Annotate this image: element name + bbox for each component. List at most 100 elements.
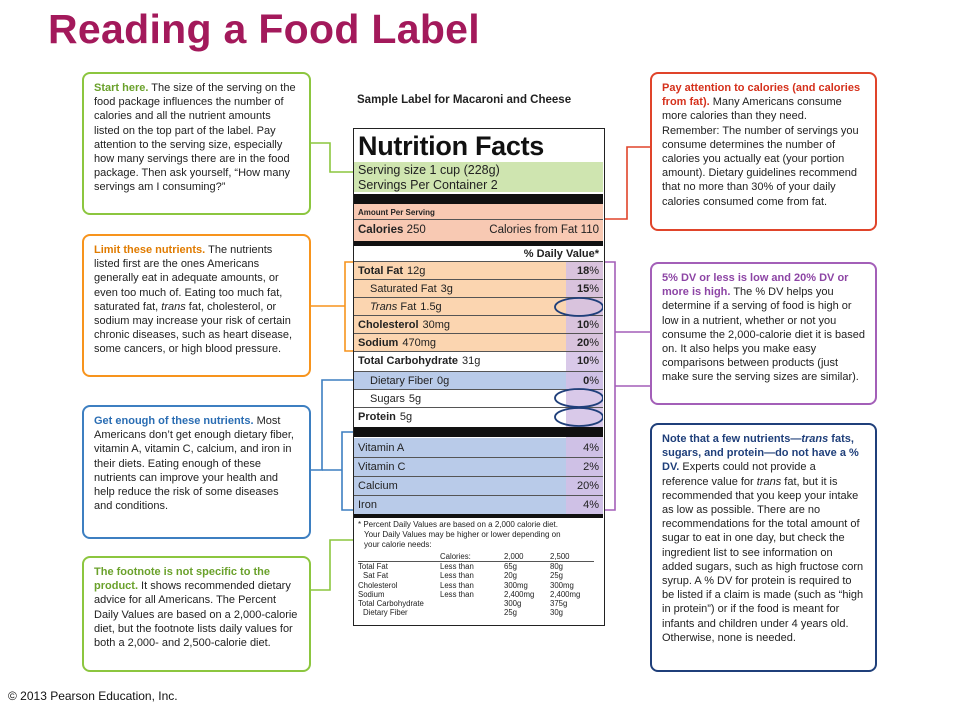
footnote-table-header: Calories: 2,000 2,500 (358, 552, 594, 563)
footnote-table-cell: 2,400mg (504, 589, 535, 599)
nutrient-amount: 5g (408, 392, 422, 405)
nutrient-label: Saturated Fat (370, 282, 437, 295)
footnote-table-cell: 20g (504, 571, 518, 581)
nutrient-amount: 0g (436, 374, 450, 387)
trans-fat-dv-circle (554, 297, 603, 317)
calories-label: Calories (358, 224, 404, 236)
annotation-body-cont: fat, cholesterol, or sodium may increase… (94, 300, 293, 356)
vitamins-rule (354, 427, 603, 437)
nutrient-label: Total Carbohydrate (358, 354, 459, 367)
vitamin-name: Vitamin C (358, 461, 406, 473)
vitamin-name: Calcium (358, 480, 398, 492)
connector-enough-bracket (341, 431, 355, 511)
annotation-heading: 5% DV or less is low and 20% DV or more … (662, 272, 849, 299)
annotation-body: Experts could not provide a reference va… (662, 461, 816, 488)
vitamin-row: Iron 4% (354, 495, 603, 514)
nutrient-name: Sodium 470mg (358, 337, 436, 349)
nutrient-name: Sugars 5g (370, 393, 421, 405)
annotation-heading: The footnote is not specific to the prod… (94, 566, 270, 593)
annotation-start-here: Start here. The size of the serving on t… (82, 72, 311, 215)
footnote-table: Calories: 2,000 2,500 Total Fat Less than 65g… (358, 552, 594, 617)
nutrient-dv-percent: % (589, 374, 599, 387)
footnote-line-1: * Percent Daily Values are based on a 2,… (358, 520, 558, 529)
nutrient-row: Dietary Fiber 0g 0% (354, 371, 603, 389)
nutrient-amount: 1.5g (420, 300, 442, 313)
calories-band (354, 204, 603, 241)
annotation-body: Most Americans don’t get enough dietary … (94, 415, 294, 513)
limit-band (354, 261, 603, 351)
annotation-heading: Start here. (94, 82, 149, 94)
nutrient-label: Sodium (358, 336, 399, 349)
nutrient-amount: 470mg (402, 336, 436, 349)
nutrient-label: Protein (358, 410, 396, 423)
nutrient-name: Protein 5g (358, 411, 412, 423)
nutrient-dv-percent: % (589, 282, 599, 295)
nutrient-label: Cholesterol (358, 318, 419, 331)
footnote-table-row: Total Fat Less than 65g 80g (358, 562, 594, 572)
vitamin-name: Iron (358, 499, 377, 511)
dv-header-row: % Daily Value* (354, 246, 603, 261)
sample-label-title: Sample Label for Macaroni and Cheese (357, 94, 572, 106)
footnote-table-cell: Less than (440, 589, 474, 599)
vitamin-dv: 20% (576, 480, 599, 492)
nutrient-row: Protein 5g (354, 407, 603, 425)
nutrient-name: Dietary Fiber 0g (370, 375, 449, 387)
nutrient-dv: 0% (583, 375, 599, 387)
connector-limit-bracket (344, 261, 355, 352)
annotation-body-cont: fat, but it is recommended that you keep… (662, 475, 864, 644)
annotation-heading: Pay attention to calories (and calories … (662, 82, 861, 109)
footnote-table-cell: Total Carbohydrate (358, 599, 424, 609)
footnote-table-cell: 300mg (504, 580, 528, 590)
footnote-table-cell: 2,400mg (550, 589, 581, 599)
footnote-table-cell (440, 599, 504, 608)
dv-header: % Daily Value* (523, 247, 599, 260)
annotation-body: Many Americans consume more calories tha… (662, 96, 859, 208)
annotation-heading: Note that a few nutrients— (662, 433, 802, 445)
annotation-heading-cont: fats, sugars, and protein—do not have a … (662, 433, 859, 474)
nutrition-facts-heading: Nutrition Facts (358, 131, 545, 161)
nutrient-row: Sugars 5g (354, 389, 603, 407)
footnote-line-3: your calorie needs: (364, 540, 432, 549)
sugars-dv-circle (554, 388, 603, 408)
connector-footnote (311, 539, 355, 591)
footnote-table-cell: 30g (550, 608, 564, 618)
nutrient-dv-percent: % (589, 336, 599, 349)
nutrient-label: Trans Fat (370, 301, 416, 313)
annotation-get-enough: Get enough of these nutrients. Most Amer… (82, 405, 311, 539)
nutrient-dv-percent: % (589, 354, 599, 367)
fiber-band (354, 371, 603, 389)
vitamin-dv: 4% (583, 499, 599, 511)
nutrient-amount: 3g (440, 282, 453, 295)
annotation-calories: Pay attention to calories (and calories … (650, 72, 877, 231)
nutrient-label: Total Fat (358, 264, 404, 277)
footnote-table-cell: Dietary Fiber (363, 608, 408, 618)
nutrient-amount: 5g (399, 410, 413, 423)
thick-rule (354, 194, 603, 204)
footnote-table-cell: 375g (550, 599, 568, 609)
nutrient-label: Sugars (370, 392, 405, 405)
annotation-heading-italic: trans (801, 433, 829, 445)
nutrient-dv-value: 18 (576, 264, 590, 277)
amount-per-serving: Amount Per Serving (354, 206, 603, 218)
nutrient-dv: 10% (577, 355, 599, 367)
serving-size-text: Serving size 1 cup (228g) (358, 162, 500, 177)
serving-size: Serving size 1 cup (228g) (354, 162, 603, 177)
annotation-footnote: The footnote is not specific to the prod… (82, 556, 311, 672)
annotation-body: The size of the serving on the food pack… (94, 82, 296, 194)
nutrient-dv-value: 0 (583, 374, 590, 387)
footnote-table-cell: 25g (550, 571, 564, 581)
servings-per-container: Servings Per Container 2 (354, 177, 603, 192)
nutrient-label-rest: Fat (397, 300, 417, 313)
footnote-table-cell: Less than (440, 571, 474, 581)
nutrient-row: Sodium 470mg 20% (354, 333, 603, 351)
vitamin-dv: 2% (583, 461, 599, 473)
nutrient-name: Cholesterol 30mg (358, 319, 450, 331)
footnote-table-cell: Cholesterol (358, 580, 398, 590)
medium-rule (354, 241, 603, 246)
nutrient-row: Total Fat 12g 18% (354, 261, 603, 279)
footnote-table-cell: Sat Fat (363, 571, 389, 581)
calories-value: 250 (406, 224, 426, 236)
nutrient-row: Cholesterol 30mg 10% (354, 315, 603, 333)
footnote-line-2: Your Daily Values may be higher or lower… (364, 530, 561, 539)
